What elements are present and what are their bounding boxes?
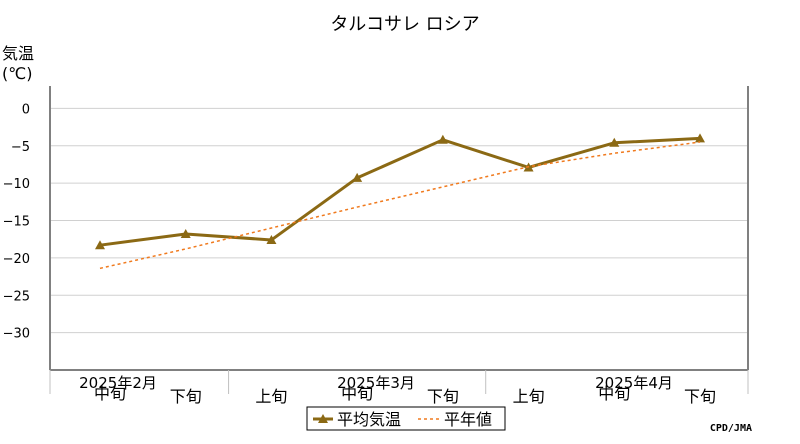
legend-marker-average [318, 414, 328, 423]
y-axis-label: 気温 [2, 44, 34, 63]
month-label: 2025年3月 [337, 374, 415, 392]
month-label: 2025年2月 [79, 374, 157, 392]
y-axis-unit-label: (℃) [2, 64, 32, 83]
x-tick-label: 中旬 [94, 384, 126, 403]
x-tick-label: 下旬 [427, 387, 459, 406]
normal-value-line [99, 141, 701, 270]
y-tick-label: −30 [3, 327, 30, 342]
grid-layer [50, 107, 748, 334]
average-temperature-point [609, 137, 620, 147]
legend: 平均気温 平年値 [306, 406, 506, 431]
y-tick-label: 0 [22, 102, 30, 117]
average-temperature-line [99, 136, 701, 247]
y-tick-label: −25 [3, 289, 30, 304]
x-tick-label: 下旬 [170, 387, 202, 406]
legend-label-average: 平均気温 [337, 410, 401, 429]
average-temperature-point [266, 234, 277, 244]
legend-box [306, 406, 506, 431]
x-tick-label: 下旬 [684, 387, 716, 406]
legend-label-normal: 平年値 [444, 410, 492, 429]
x-tick-label: 中旬 [598, 384, 630, 403]
average-temperature-point [180, 228, 191, 238]
y-tick-label: −10 [3, 177, 30, 192]
y-tick-label: −5 [11, 140, 30, 155]
x-tick-label: 中旬 [341, 384, 373, 403]
axis-layer: 0 −5 −10 −15 −20 −25 −30 [3, 86, 749, 394]
average-temperature-point [352, 172, 363, 182]
credit-label: CPD/JMA [710, 423, 752, 434]
series-layer [95, 133, 705, 270]
month-label: 2025年4月 [595, 374, 673, 392]
average-temperature-point [695, 133, 705, 143]
average-temperature-point [95, 240, 105, 250]
y-tick-label: −20 [3, 252, 30, 267]
x-tick-label: 上旬 [255, 387, 287, 406]
x-tick-label: 上旬 [513, 387, 545, 406]
average-temperature-point [437, 134, 448, 144]
y-tick-label: −15 [3, 215, 30, 230]
chart-title: タルコサレ ロシア [330, 14, 479, 35]
x-tick-labels: 中旬 下旬 上旬 中旬 下旬 上旬 中旬 下旬 2025年2月 2025年3月 2025年4月 [79, 374, 716, 406]
